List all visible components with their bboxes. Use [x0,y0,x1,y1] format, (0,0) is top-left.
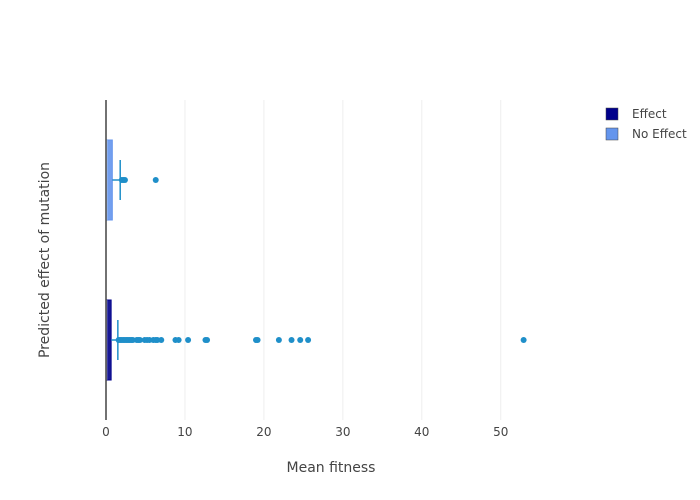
legend-swatch-effect [605,107,619,121]
x-axis-title: Mean fitness [287,460,376,476]
legend-label-effect: Effect [632,107,667,121]
box-series [105,139,527,381]
x-tick-label-40: 40 [414,425,429,439]
x-tick-label-20: 20 [256,425,271,439]
outlier-point-effect-30 [305,337,312,343]
x-tick-label-0: 0 [102,425,110,439]
outlier-point-no-effect-2 [121,177,128,183]
legend-swatch-no-effect [605,127,619,141]
outlier-point-effect-29 [297,337,304,343]
outlier-point-effect-12 [136,337,143,343]
legend[interactable]: Effect No Effect [605,107,687,141]
outlier-point-effect-22 [185,337,192,343]
x-tick-label-50: 50 [493,425,508,439]
outlier-point-effect-19 [158,337,165,343]
outlier-point-effect-21 [175,337,182,343]
outlier-point-effect-28 [288,337,295,343]
y-axis-title: Predicted effect of mutation [37,162,53,358]
outlier-point-effect-31 [520,337,527,343]
x-tick-label-30: 30 [335,425,350,439]
outlier-point-effect-24 [204,337,211,343]
legend-label-no-effect: No Effect [632,127,687,141]
outlier-point-effect-27 [275,337,282,343]
grid-lines [184,100,502,420]
outlier-point-no-effect-3 [152,177,159,183]
x-tick-label-10: 10 [177,425,192,439]
outlier-point-effect-26 [254,337,261,343]
axes: 0 10 20 30 40 50 [102,100,508,439]
